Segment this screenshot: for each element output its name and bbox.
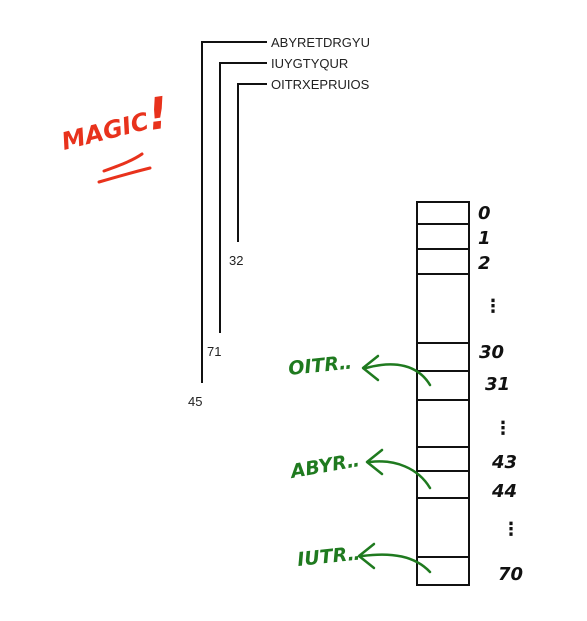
string-value-1: 45 <box>188 394 202 409</box>
magic-text: MAGIC <box>59 107 152 156</box>
ellipsis: ⋮ <box>494 418 512 439</box>
bracket-line-3 <box>237 83 267 242</box>
string-value-3: 32 <box>229 253 243 268</box>
table-outline <box>416 201 470 586</box>
arrowhead-1 <box>361 354 380 382</box>
pointer-arrow-3 <box>360 553 432 574</box>
pointer-label-3: IUTR‥ <box>296 542 361 570</box>
arrowhead-3 <box>357 542 376 570</box>
index-label: 1 <box>478 228 491 249</box>
magic-underline-1 <box>102 152 144 173</box>
magic-underline-2 <box>97 166 152 184</box>
string-label-1: ABYRETDRGYU <box>271 35 370 50</box>
ellipsis: ⋮ <box>502 519 520 540</box>
pointer-label-1: OITR‥ <box>287 351 353 380</box>
index-label: 70 <box>498 564 523 585</box>
string-label-3: OITRXEPRUIOS <box>271 77 370 92</box>
index-label: 2 <box>478 253 491 274</box>
pointer-label-2: ABYR‥ <box>287 449 361 483</box>
string-value-2: 71 <box>207 344 221 359</box>
ellipsis: ⋮ <box>484 296 502 317</box>
pointer-arrows <box>357 354 432 574</box>
pointer-arrow-1 <box>364 363 432 387</box>
string-brackets <box>201 41 267 383</box>
index-label: 30 <box>479 342 504 363</box>
bracket-line-1 <box>201 41 267 383</box>
magic-annotation: MAGIC ! <box>59 88 171 184</box>
index-label: 44 <box>491 481 517 502</box>
bracket-line-2 <box>219 62 267 333</box>
index-label: 43 <box>491 452 517 473</box>
table-index-labels: 0 1 2 ⋮ 30 31 ⋮ 43 44 ⋮ 70 <box>478 203 523 585</box>
pointer-arrow-2 <box>368 460 432 490</box>
index-label: 0 <box>478 203 491 224</box>
index-label: 31 <box>485 374 510 395</box>
hash-table <box>416 201 470 586</box>
arrowhead-2 <box>365 448 384 476</box>
string-label-2: IUYGTYQUR <box>271 56 348 71</box>
